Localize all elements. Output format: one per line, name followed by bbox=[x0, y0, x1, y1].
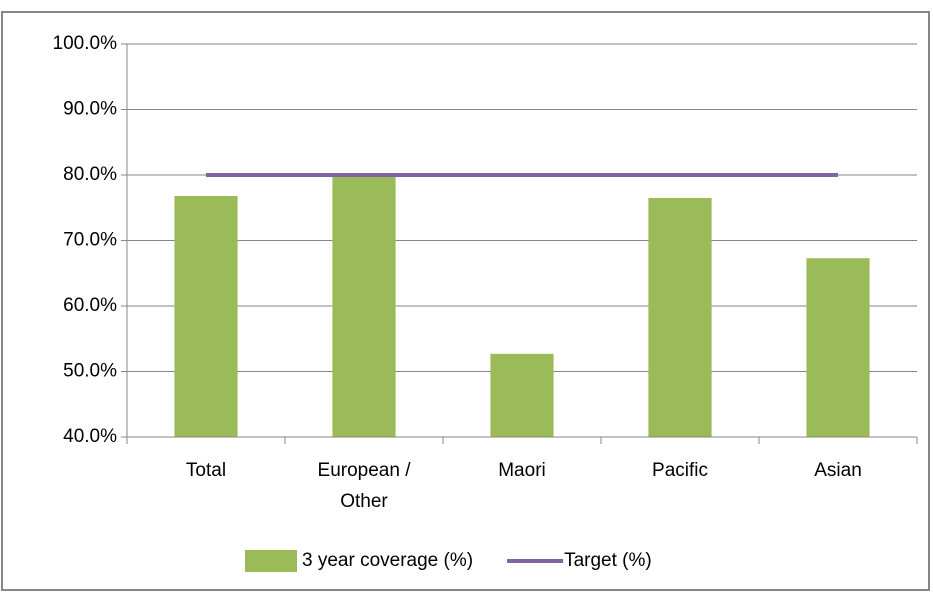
y-tick-label: 80.0% bbox=[63, 164, 117, 185]
legend-label: Target (%) bbox=[564, 550, 652, 571]
x-tick-label: Maori bbox=[498, 460, 546, 481]
y-tick-label: 100.0% bbox=[53, 33, 118, 54]
y-tick-label: 60.0% bbox=[63, 295, 117, 316]
x-tick-label: Asian bbox=[814, 460, 862, 481]
y-tick-label: 50.0% bbox=[63, 361, 117, 382]
x-tick-label: Total bbox=[185, 460, 227, 481]
y-tick-label: 40.0% bbox=[63, 426, 117, 447]
x-tick-label: European / Other bbox=[317, 460, 411, 512]
x-tick-label: Pacific bbox=[652, 460, 708, 481]
legend-label: 3 year coverage (%) bbox=[302, 550, 473, 571]
y-tick-label: 90.0% bbox=[63, 99, 117, 120]
bar bbox=[174, 195, 238, 437]
legend-swatch bbox=[245, 550, 297, 572]
bar bbox=[490, 353, 554, 437]
bar bbox=[648, 197, 712, 437]
bar bbox=[806, 258, 870, 437]
chart-border bbox=[1, 11, 930, 591]
bar bbox=[332, 176, 396, 437]
y-tick-label: 70.0% bbox=[63, 230, 117, 251]
